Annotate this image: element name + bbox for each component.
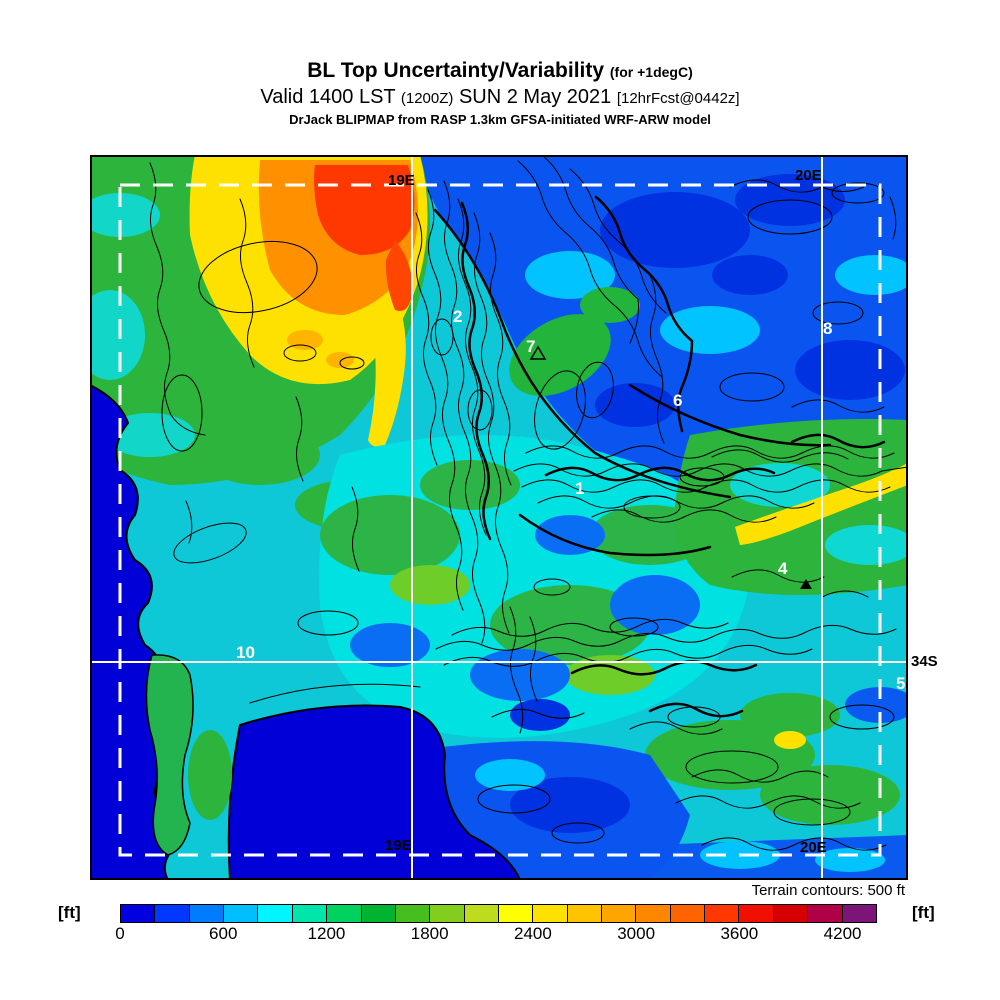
colorbar-segment <box>121 905 156 922</box>
colorbar-segment <box>602 905 637 922</box>
colorbar-segment <box>189 905 225 922</box>
colorbar-segment <box>464 905 499 922</box>
colorbar-segment <box>327 905 362 922</box>
blipmap-plot: 19E 20E 19E 20E 1 2 4 5 6 7 8 10 <box>90 155 908 880</box>
site-marker-triangle <box>529 345 547 360</box>
lon-label-top-right: 20E <box>795 167 822 184</box>
lat-label: 34S <box>911 653 938 670</box>
colorbar-tick-label: 3600 <box>720 924 759 943</box>
forecast-run: [12hrFcst@0442z] <box>616 90 740 108</box>
site-number: 7 <box>526 337 535 356</box>
site-number: 10 <box>236 643 255 662</box>
site-number: 2 <box>453 307 462 326</box>
colorbar-segment <box>292 905 328 922</box>
colorbar-tick-label: 600 <box>209 924 238 943</box>
colorbar-segment <box>773 905 809 922</box>
terrain-contour-note: Terrain contours: 500 ft <box>751 882 905 899</box>
colorbar-tick-label: 1800 <box>410 924 449 943</box>
colorbar-segment <box>567 905 603 922</box>
colorbar-segment <box>224 905 259 922</box>
model-credit-line: DrJack BLIPMAP from RASP 1.3km GFSA-init… <box>289 112 711 128</box>
colorbar-segment <box>533 905 568 922</box>
colorbar-segment <box>739 905 774 922</box>
colorbar-segment <box>498 905 534 922</box>
colorbar-segment <box>155 905 190 922</box>
valid-time: Valid 1400 LST <box>260 86 396 109</box>
site-number: 1 <box>575 479 584 498</box>
site-marker-triangle <box>800 579 812 589</box>
colorbar-unit-right: [ft] <box>912 903 935 922</box>
title-suffix: (for +1degC) <box>609 64 693 80</box>
map-border <box>90 155 908 880</box>
domain-dashed-box <box>118 183 882 857</box>
colorbar-tick-label: 2400 <box>513 924 552 943</box>
valid-date: SUN 2 May 2021 <box>458 86 612 109</box>
title-block: BL Top Uncertainty/Variability (for +1de… <box>0 58 1000 128</box>
site-number: 5 <box>896 674 905 693</box>
terrain-contours <box>149 155 908 851</box>
site-number: 8 <box>823 319 832 338</box>
colorbar-tick-label: 3000 <box>617 924 656 943</box>
valid-time-line: Valid 1400 LST (1200Z) SUN 2 May 2021 [1… <box>0 85 1000 109</box>
colorbar-segment <box>705 905 740 922</box>
site-number: 4 <box>778 559 788 578</box>
colorbar-segment <box>842 905 876 922</box>
title-main: BL Top Uncertainty/Variability <box>307 59 605 82</box>
page-title: BL Top Uncertainty/Variability (for +1de… <box>0 58 1000 83</box>
colorbar-segment <box>430 905 465 922</box>
colorbar-tick-label: 0 <box>115 924 125 943</box>
colorbar-segment <box>670 905 706 922</box>
map-frame: 19E 20E 19E 20E 1 2 4 5 6 7 8 10 <box>90 155 908 880</box>
colorbar-unit-left: [ft] <box>58 903 81 922</box>
colorbar-segment <box>361 905 396 922</box>
uncertainty-field <box>90 155 908 880</box>
colorbar-segment <box>808 905 843 922</box>
lon-labels: 19E 20E 19E 20E <box>385 167 827 856</box>
site-number: 6 <box>673 391 682 410</box>
site-numbers: 1 2 4 5 6 7 8 10 <box>236 307 905 693</box>
grid-lines <box>90 155 908 880</box>
colorbar-segment <box>395 905 431 922</box>
ocean <box>90 383 522 880</box>
zulu-time: (1200Z) <box>400 90 454 108</box>
colorbar <box>120 904 877 923</box>
lon-label-bottom-right: 20E <box>800 839 827 856</box>
lon-label-bottom-left: 19E <box>385 837 412 854</box>
colorbar-segment <box>258 905 293 922</box>
colorbar-tick-label: 1200 <box>307 924 346 943</box>
colorbar-segment <box>636 905 671 922</box>
colorbar-tick-label: 4200 <box>823 924 862 943</box>
colorbar-tick-labels: 0 600 1200 1800 2400 3000 3600 4200 <box>115 924 877 946</box>
lon-label-top-left: 19E <box>388 172 415 189</box>
site-markers <box>529 345 812 589</box>
